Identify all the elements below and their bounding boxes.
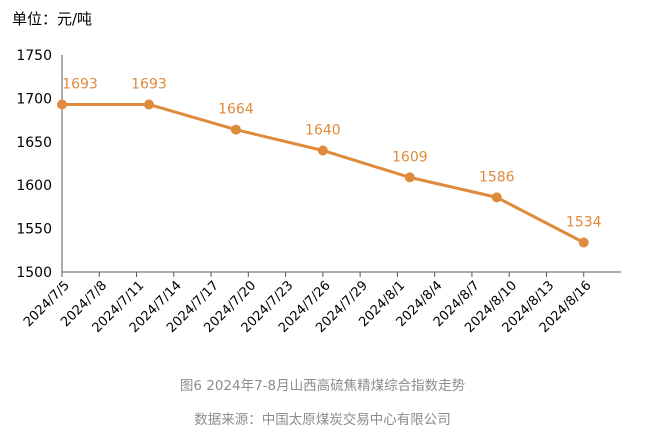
- source-caption: 数据来源：中国太原煤炭交易中心有限公司: [194, 412, 451, 428]
- data-point: [404, 172, 415, 183]
- y-tick-label: 1650: [16, 135, 52, 151]
- y-axis: 1500 1550 1600 1650 1700 1750: [16, 48, 63, 281]
- data-label: 1609: [392, 149, 428, 165]
- data-label: 1693: [131, 76, 167, 92]
- unit-label: 单位：元/吨: [12, 10, 93, 28]
- data-point: [578, 237, 589, 248]
- figure-caption: 图6 2024年7-8月山西高硫焦精煤综合指数走势: [179, 378, 466, 394]
- data-label: 1664: [218, 102, 254, 118]
- data-label: 1640: [305, 122, 341, 138]
- data-label: 1693: [62, 76, 98, 92]
- line-chart: 1500 1550 1600 1650 1700 1750 2024/7/52024/7/…: [16, 48, 621, 336]
- data-point: [491, 192, 502, 203]
- series-line-group: 1693 1693 1664 1640 1609 1586 1534: [57, 76, 602, 248]
- data-point: [143, 99, 154, 110]
- y-tick-label: 1700: [16, 91, 52, 107]
- data-point: [230, 124, 241, 135]
- x-axis: 2024/7/52024/7/82024/7/112024/7/142024/7…: [21, 271, 621, 336]
- y-tick-label: 1600: [16, 178, 52, 194]
- data-label: 1534: [566, 214, 602, 230]
- y-tick-label: 1500: [16, 265, 52, 281]
- data-point: [57, 99, 67, 110]
- data-point: [317, 145, 328, 156]
- y-tick-label: 1550: [16, 222, 52, 238]
- data-label: 1586: [479, 169, 515, 185]
- y-tick-label: 1750: [16, 48, 52, 64]
